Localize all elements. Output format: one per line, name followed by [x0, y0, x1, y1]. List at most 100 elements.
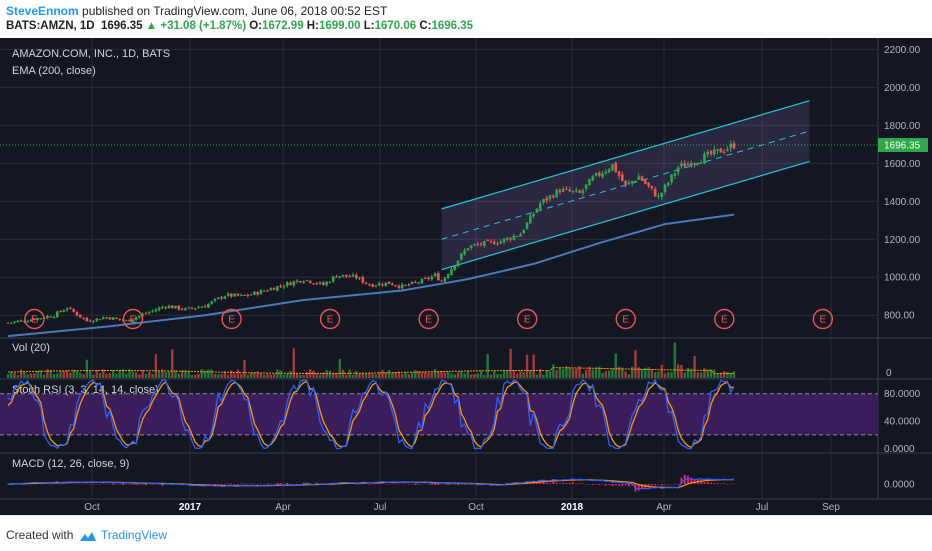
macd-histogram-bar — [611, 484, 614, 487]
candle-body — [433, 273, 437, 276]
macd-histogram-bar — [614, 484, 617, 486]
candle-body — [545, 197, 549, 201]
candle-body — [210, 301, 213, 304]
candle-body — [318, 282, 322, 284]
volume-bar — [302, 374, 305, 378]
candle-body — [131, 319, 135, 322]
candle-body — [476, 243, 480, 245]
macd-histogram-bar — [223, 484, 226, 485]
candle-body — [621, 174, 624, 182]
macd-histogram-bar — [49, 483, 52, 485]
candle-body — [525, 222, 529, 230]
stoch-tick-label: 40.0000 — [884, 417, 921, 428]
candle-body — [381, 284, 384, 286]
volume-bar — [650, 369, 654, 378]
volume-bar — [138, 374, 141, 378]
volume-bar — [437, 371, 440, 378]
macd-histogram-bar — [598, 484, 601, 485]
volume-bar — [272, 373, 276, 378]
volume-bar — [601, 372, 604, 378]
volume-bar — [13, 372, 16, 378]
candle-body — [95, 318, 98, 321]
macd-histogram-bar — [210, 484, 213, 485]
volume-bar — [322, 372, 325, 378]
volume-bar — [16, 374, 20, 378]
chart-background — [0, 38, 932, 515]
candle-body — [588, 178, 591, 186]
candle-body — [134, 317, 138, 320]
macd-histogram-bar — [56, 482, 59, 484]
macd-histogram-bar — [374, 483, 377, 484]
macd-histogram-bar — [437, 484, 440, 486]
low-value: 1670.06 — [374, 20, 417, 32]
candle-body — [460, 253, 463, 260]
volume-bar — [364, 373, 368, 378]
candle-body — [9, 322, 13, 324]
volume-bar — [180, 370, 184, 378]
volume-bar — [332, 372, 335, 378]
volume-bar — [486, 354, 489, 378]
macd-histogram-bar — [664, 484, 667, 485]
volume-bar — [121, 369, 125, 378]
macd-histogram-bar — [59, 484, 62, 485]
volume-bar — [249, 372, 253, 378]
candle-body — [443, 277, 447, 282]
macd-histogram-bar — [289, 483, 292, 485]
macd-histogram-bar — [98, 484, 101, 485]
volume-bar — [42, 374, 46, 378]
macd-histogram-bar — [240, 483, 243, 485]
volume-bar — [312, 370, 315, 378]
volume-bar — [696, 372, 700, 378]
macd-histogram-bar — [621, 484, 624, 487]
candle-body — [542, 199, 545, 203]
candle-body — [499, 241, 503, 244]
volume-bar — [220, 374, 223, 378]
tradingview-logo[interactable]: TradingView — [79, 528, 167, 542]
volume-bar — [65, 370, 69, 378]
macd-histogram-bar — [296, 484, 299, 485]
candle-body — [410, 281, 414, 285]
author-link[interactable]: SteveEnnom — [6, 4, 79, 18]
price-tick-label: 1600.00 — [884, 159, 921, 170]
candle-body — [236, 293, 240, 296]
volume-bar — [446, 371, 450, 378]
macd-histogram-bar — [158, 483, 161, 485]
candle-body — [384, 282, 388, 287]
chart-canvas[interactable]: 800.00 1000.00 1200.00 1400.00 1600.00 1800.0… — [0, 38, 932, 515]
volume-tick-label: 0 — [886, 368, 892, 379]
candle-body — [358, 277, 361, 279]
candle-body — [325, 281, 328, 286]
macd-line — [7, 478, 734, 490]
earnings-marker-label: E — [327, 315, 334, 326]
candle-body — [657, 195, 660, 197]
candle-body — [571, 191, 575, 193]
price-tick-label: 2200.00 — [884, 45, 921, 56]
candle-body — [394, 285, 397, 287]
earnings-marker-label: E — [622, 315, 629, 326]
volume-bar — [348, 369, 351, 378]
candle-body — [368, 284, 371, 286]
volume-bar — [515, 373, 519, 378]
candle-body — [404, 284, 407, 286]
price-tick-label: 1200.00 — [884, 235, 921, 246]
volume-bar — [667, 372, 670, 378]
candle-body — [607, 169, 611, 173]
candle-body — [354, 274, 358, 279]
volume-bar — [10, 371, 13, 378]
candle-body — [637, 176, 641, 180]
candle-body — [581, 189, 585, 194]
main-pane-title: AMAZON.COM, INC., 1D, BATS — [12, 48, 170, 60]
earnings-marker-label: E — [130, 315, 137, 326]
candle-body — [59, 311, 62, 313]
volume-bar — [338, 358, 341, 378]
candle-body — [627, 182, 631, 184]
time-axis-label: Jul — [756, 502, 769, 513]
price-tick-label: 2000.00 — [884, 83, 921, 94]
candle-body — [456, 260, 460, 267]
price-tick-label: 1400.00 — [884, 197, 921, 208]
volume-bar — [686, 367, 690, 378]
candle-body — [450, 269, 453, 275]
macd-histogram-bar — [213, 484, 216, 485]
macd-histogram-bar — [355, 484, 358, 485]
volume-bar — [440, 371, 443, 378]
